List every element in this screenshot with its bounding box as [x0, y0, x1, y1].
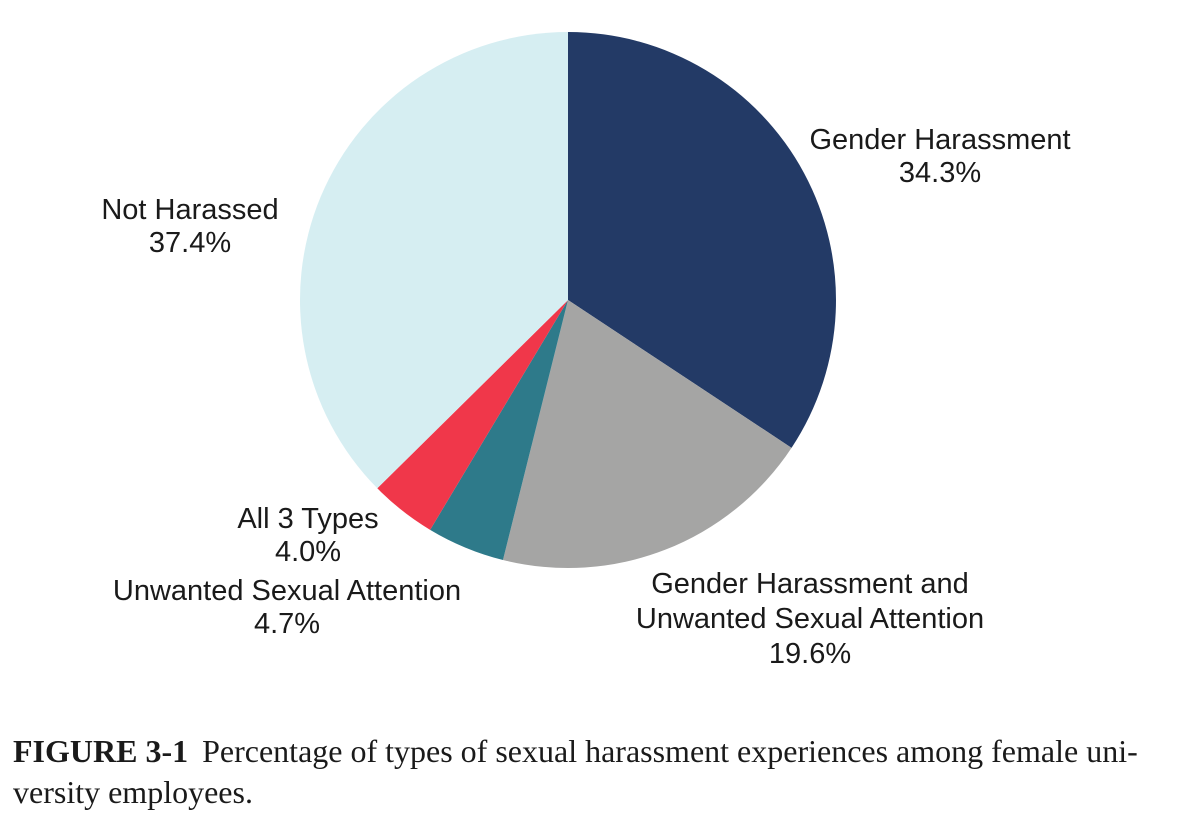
pie-label-value: 19.6%	[768, 638, 852, 670]
pie-label-text: Gender Harassment	[809, 124, 1071, 156]
pie-label-value: 4.0%	[274, 536, 342, 568]
caption-line: versity employees.	[13, 774, 253, 810]
pie-label-unwanted-sexual-attention: Unwanted Sexual Attention 4.7%	[113, 575, 461, 641]
pie-slice-not-harassed	[300, 32, 568, 489]
caption-tag: FIGURE 3-1	[13, 733, 189, 769]
pie-label-text: Unwanted Sexual Attention	[635, 603, 985, 635]
pie-label-text: All 3 Types	[237, 503, 379, 535]
caption-text: Percentage of types of sexual harassment…	[202, 733, 1138, 769]
pie-label-text: Unwanted Sexual Attention	[112, 575, 462, 607]
pie-slice-all-3-types	[377, 300, 568, 530]
pie-label-not-harassed: Not Harassed 37.4%	[101, 194, 278, 260]
pie-slice-unwanted-sexual-attention	[430, 300, 568, 560]
pie-label-text: Gender Harassment and	[651, 568, 969, 600]
pie-label-gender-harassment: Gender Harassment 34.3%	[809, 124, 1070, 190]
pie-label-value: 34.3%	[898, 157, 982, 189]
figure-caption: FIGURE 3-1 Percentage of types of sexual …	[13, 731, 1138, 813]
pie-slice-gender-harassment	[568, 32, 836, 448]
pie-label-all-3-types: All 3 Types 4.0%	[237, 503, 378, 569]
caption-line: FIGURE 3-1 Percentage of types of sexual …	[13, 731, 1138, 772]
pie-label-value: 4.7%	[253, 608, 321, 640]
pie-slice-gender-harassment-and-unwanted-sexual-attention	[502, 300, 792, 568]
pie-label-gender-harassment-and-unwanted-sexual-attention: Gender Harassment and Unwanted Sexual At…	[636, 567, 984, 672]
pie-label-text: Not Harassed	[101, 194, 279, 226]
pie-label-value: 37.4%	[148, 227, 232, 259]
